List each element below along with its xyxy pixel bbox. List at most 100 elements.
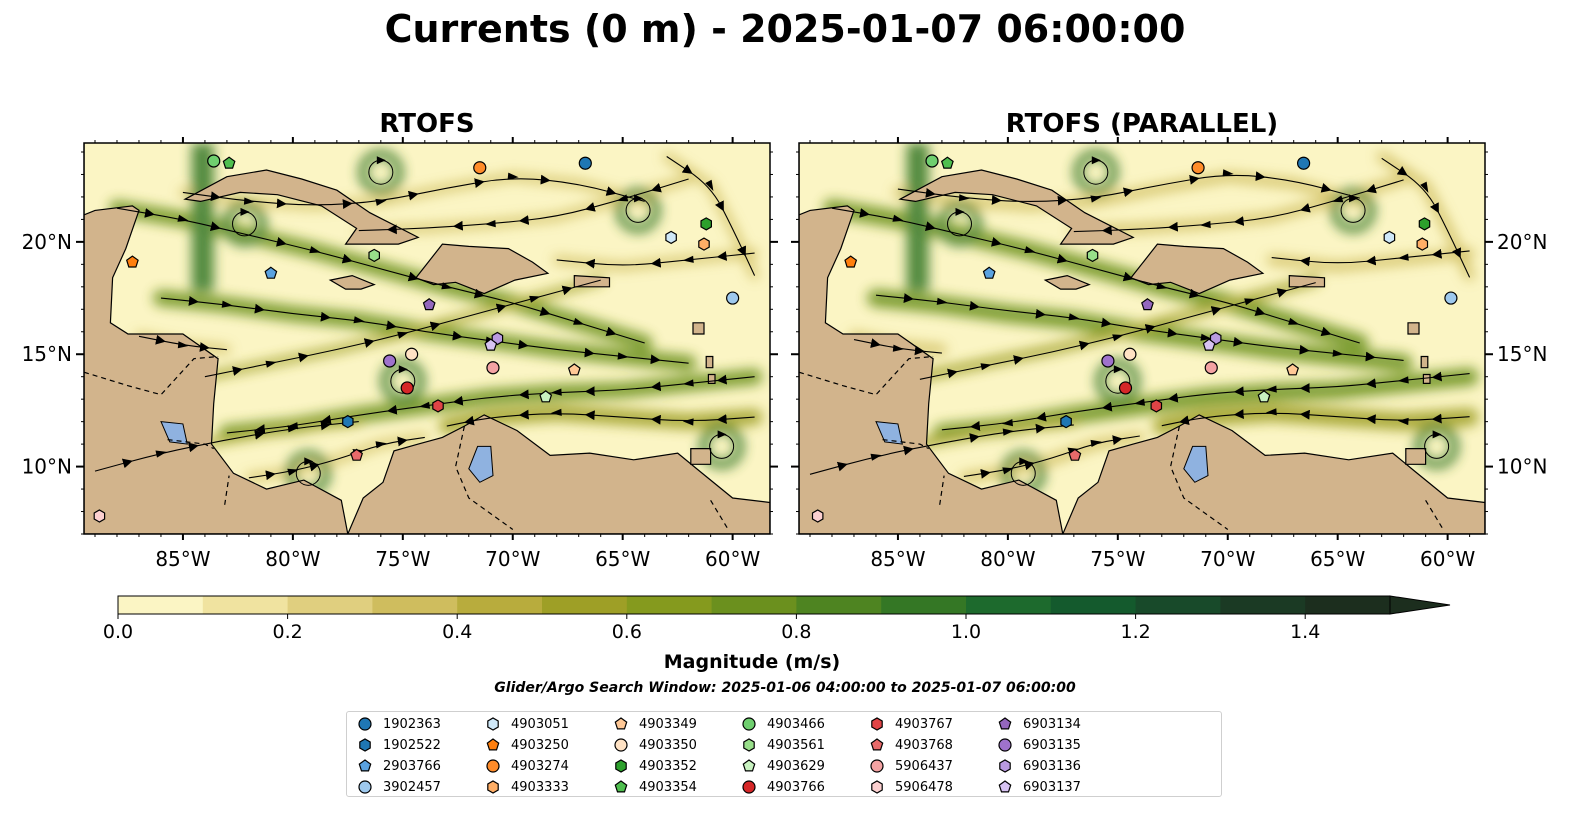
circle-marker-icon (614, 738, 628, 752)
legend-label: 1902522 (383, 737, 441, 753)
streamline (809, 423, 1074, 475)
pentagon-marker-icon (614, 717, 628, 730)
hexagon-marker-icon (359, 738, 371, 752)
colorbar-segment (287, 596, 373, 614)
streamline-arrow (682, 418, 694, 426)
legend-marker (614, 738, 628, 752)
platform-marker-1902363 (578, 156, 592, 170)
streamline-arrow (1332, 349, 1344, 357)
streamline-arrow (1432, 430, 1442, 439)
panel-title-rtofs: RTOFS (379, 109, 474, 139)
map-frame (83, 142, 771, 535)
streamline-arrow (1265, 408, 1277, 416)
hexagon-marker-icon (871, 717, 883, 731)
streamline (1381, 157, 1471, 278)
platform-marker-4903561 (368, 248, 380, 263)
legend-label: 4903051 (511, 716, 569, 732)
country-border (710, 499, 729, 530)
lake-maracaibo (468, 445, 494, 483)
streamline-arrow (484, 220, 496, 228)
circle-marker-icon (486, 759, 500, 773)
hexagon-marker-icon (615, 759, 627, 773)
colorbar-extend-arrow (1389, 595, 1451, 615)
legend-marker (742, 759, 756, 772)
legend-marker (871, 780, 883, 794)
streamline-arrow (617, 352, 629, 360)
streamline (138, 334, 227, 352)
lesser-antilles-b (1420, 355, 1429, 369)
hexagon-marker-icon (999, 759, 1011, 773)
legend-label: 4903766 (767, 779, 825, 795)
platform-marker-4903561 (1086, 248, 1099, 263)
circle-marker-icon (358, 717, 372, 731)
legend-marker (742, 780, 756, 794)
streamline (1161, 409, 1470, 427)
platform-marker-2903766 (264, 266, 278, 279)
streamline-arrow (304, 457, 314, 466)
legend-label: 4903354 (639, 779, 697, 795)
colorbar-tick-label: 0.2 (272, 621, 302, 643)
legend-label: 4903768 (895, 737, 953, 753)
streamline (1073, 179, 1404, 236)
colorbar-segment (1305, 596, 1391, 614)
lat-tick-label: 10°N (1497, 455, 1547, 479)
streamline-arrow (1222, 169, 1234, 177)
streamline-arrow (705, 179, 714, 191)
puerto-rico-island (573, 274, 611, 288)
pentagon-marker-icon (358, 759, 372, 772)
platform-marker-5906437 (486, 361, 500, 375)
circle-marker-icon (998, 738, 1012, 752)
lon-tick-label: 80°W (980, 547, 1035, 571)
platform-marker-4903767 (1150, 399, 1163, 413)
legend-item-4903274: 4903274 (485, 757, 569, 775)
legend-item-4903250: 4903250 (485, 736, 569, 754)
streamline-arrow (397, 331, 409, 339)
pentagon-marker-icon (486, 738, 500, 751)
streamline-arrow (1113, 365, 1123, 374)
streamline-arrow (309, 246, 321, 254)
platform-marker-4903354 (222, 156, 236, 169)
legend-item-4903766: 4903766 (741, 778, 825, 796)
platform-marker-4903349 (1286, 363, 1300, 376)
circle-marker-icon (358, 780, 372, 794)
platform-marker-6903134 (422, 298, 436, 311)
streamline-arrow (1091, 156, 1101, 165)
streamline-arrow (892, 344, 904, 352)
streamline (94, 420, 359, 472)
figure-title: Currents (0 m) - 2025-01-07 06:00:00 (385, 7, 1186, 51)
streamline-arrow (221, 300, 233, 308)
legend-label: 6903137 (1023, 779, 1081, 795)
streamline-arrow (1024, 246, 1036, 254)
streamline-arrow (1002, 428, 1014, 436)
legend-label: 4903767 (895, 716, 953, 732)
streamline (226, 374, 755, 434)
platform-marker-2903766 (982, 266, 996, 279)
legend-marker (359, 738, 371, 752)
legend-label: 5906478 (895, 779, 953, 795)
country-border (1425, 499, 1444, 530)
legend-marker (487, 717, 499, 731)
platform-marker-4903767 (432, 399, 444, 413)
lake-maracaibo (1183, 445, 1209, 483)
legend-item-4903350: 4903350 (613, 736, 697, 754)
colorbar-segment (372, 596, 458, 614)
platform-legend: 1902363 1902522 2903766 3902457 4903051 49032… (346, 711, 1222, 797)
platform-marker-4903274 (1191, 161, 1205, 175)
streamline-arrow (243, 197, 255, 205)
streamline-arrow (1090, 439, 1102, 447)
colorbar-segment (796, 596, 882, 614)
lon-tick-label: 85°W (155, 547, 210, 571)
yucatan-current (906, 143, 929, 292)
streamline-arrow (1420, 181, 1429, 193)
legend-item-6903135: 6903135 (997, 736, 1081, 754)
map-panel-rtofs-parallel: 85°W 80°W 75°W 70°W 65°W 60°W 20°N 15°N 10°N (791, 137, 1547, 571)
streamline-arrow (177, 341, 189, 349)
colorbar-tick-label: 0.6 (612, 621, 642, 643)
pentagon-marker-icon (998, 717, 1012, 730)
legend-marker (998, 738, 1012, 752)
legend-marker (615, 759, 627, 773)
platform-marker-4903466 (925, 154, 939, 168)
colorbar-segment (202, 596, 289, 614)
streamline (853, 338, 942, 356)
